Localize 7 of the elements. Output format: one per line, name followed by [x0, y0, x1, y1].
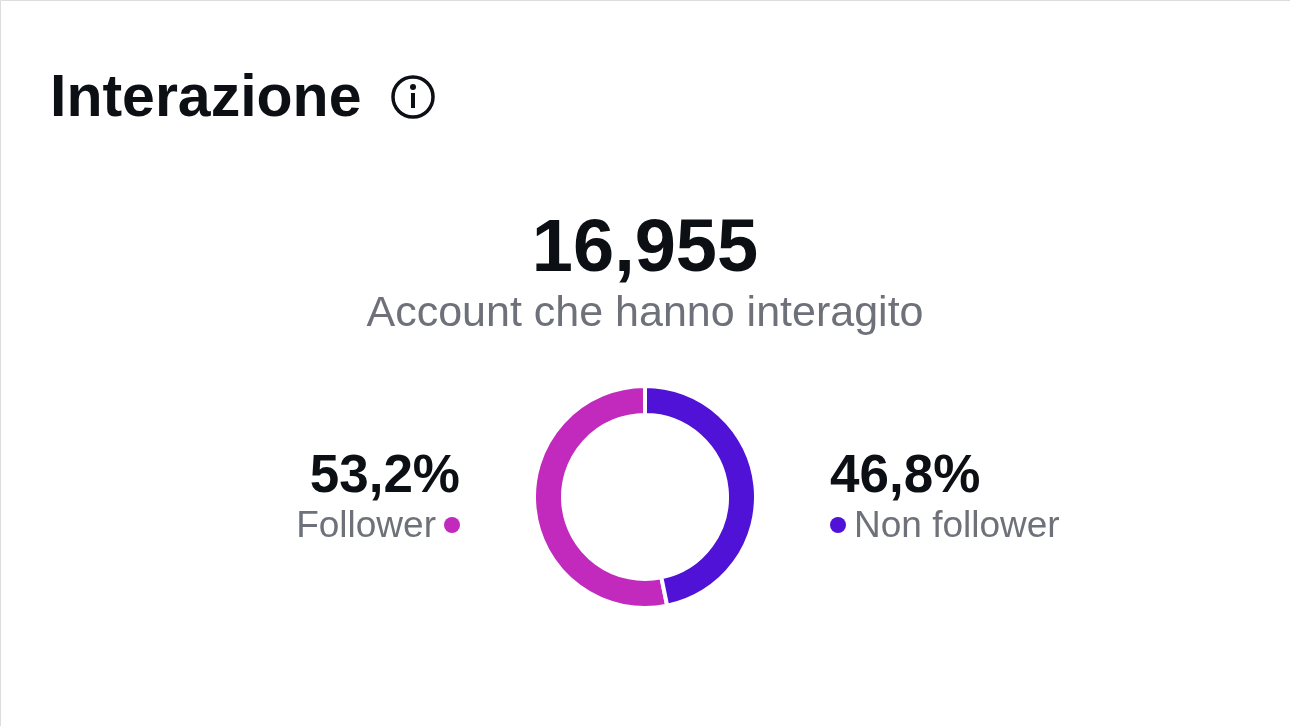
data-label: 53,2%	[309, 444, 460, 503]
text: 16,955	[531, 204, 759, 287]
chart-title: Interazione	[50, 63, 362, 129]
text: Account che hanno interagito	[366, 287, 924, 335]
legend-label: Non follower	[854, 504, 1060, 545]
slice-label: Follower	[296, 504, 436, 545]
data-label: 46,8%	[830, 444, 981, 503]
